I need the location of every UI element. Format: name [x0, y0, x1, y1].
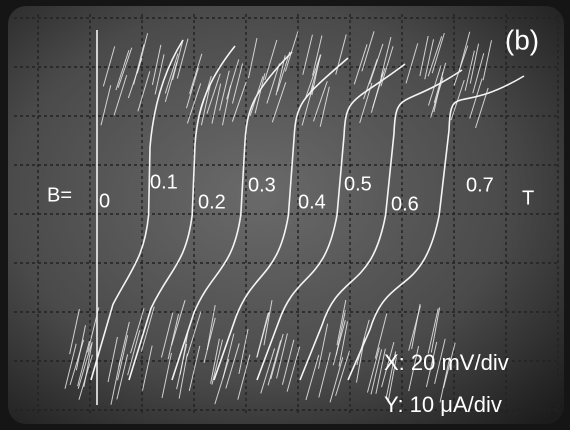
y-scale: Y: 10 μA/div — [384, 392, 502, 417]
curve-label: 0.1 — [150, 171, 178, 193]
curve-label: 0.4 — [298, 191, 326, 213]
curve-label: 0.6 — [391, 193, 419, 215]
curve-label: 0.7 — [466, 174, 494, 196]
oscilloscope-photo: (b) B= 0 0.1 0.2 0.3 0.4 0.5 0.6 0.7 T X… — [0, 0, 570, 430]
field-unit: T — [522, 187, 534, 209]
panel-label: (b) — [505, 24, 539, 55]
curve-label: 0 — [99, 190, 110, 212]
curve-label: 0.5 — [344, 173, 372, 195]
field-prefix: B= — [47, 184, 72, 206]
curve-label: 0.3 — [248, 174, 276, 196]
curve-label: 0.2 — [198, 191, 226, 213]
x-scale: X: 20 mV/div — [384, 350, 509, 375]
